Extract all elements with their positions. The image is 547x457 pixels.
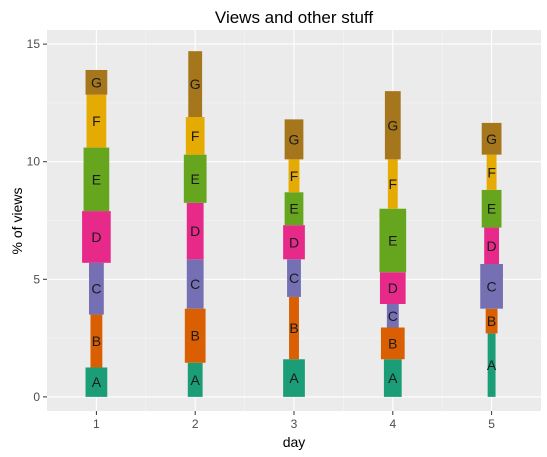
segment-label: F <box>92 113 101 129</box>
x-tick-label: 5 <box>488 417 495 431</box>
x-tick-label: 4 <box>389 417 396 431</box>
segment-label: C <box>190 276 200 292</box>
segment-label: A <box>487 357 497 373</box>
segment-label: C <box>388 308 398 324</box>
segment-label: F <box>290 168 299 184</box>
x-axis-title: day <box>283 434 306 450</box>
bar-segment-day2-F <box>185 117 205 155</box>
bar-segment-day2-B <box>184 308 206 363</box>
segment-label: D <box>190 223 200 239</box>
segment-label: E <box>191 171 200 187</box>
segment-label: B <box>289 320 298 336</box>
bar-segment-day5-E <box>481 189 502 228</box>
segment-label: A <box>289 370 299 386</box>
bar-segment-day3-C <box>287 259 301 297</box>
y-tick-label: 0 <box>33 390 40 404</box>
y-tick-label: 10 <box>27 155 41 169</box>
segment-label: D <box>388 280 398 296</box>
segment-label: D <box>289 234 299 250</box>
bar-segment-day3-B <box>289 296 299 360</box>
bar-segment-day5-D <box>484 227 500 265</box>
segment-label: E <box>388 232 397 248</box>
bar-segment-day4-D <box>379 272 406 304</box>
bar-segment-day1-E <box>83 147 110 212</box>
segment-label: C <box>487 278 497 294</box>
bar-segment-day3-D <box>283 225 305 260</box>
y-tick-label: 5 <box>33 272 40 286</box>
segment-label: A <box>191 372 201 388</box>
segment-label: E <box>487 201 496 217</box>
segment-label: B <box>487 313 496 329</box>
bar-segment-day1-F <box>86 94 107 148</box>
segment-label: G <box>289 131 300 147</box>
bar-segment-day1-G <box>85 69 108 95</box>
segment-label: G <box>387 117 398 133</box>
segment-label: E <box>289 201 298 217</box>
bar-segment-day4-F <box>387 159 398 209</box>
bar-segment-day3-F <box>288 159 300 193</box>
bar-segment-day5-C <box>480 264 503 309</box>
bar-segment-day5-A <box>487 333 496 397</box>
bar-segment-day2-C <box>186 259 204 309</box>
bar-segment-day4-B <box>380 327 405 360</box>
bar-segment-day4-E <box>379 208 407 273</box>
segment-label: G <box>91 74 102 90</box>
segment-label: F <box>389 176 398 192</box>
bar-segment-day3-E <box>284 192 304 226</box>
segment-label: C <box>91 281 101 297</box>
segment-label: E <box>92 171 101 187</box>
y-tick-label: 15 <box>27 37 41 51</box>
segment-label: A <box>388 370 398 386</box>
segment-label: D <box>91 229 101 245</box>
x-axis: 1 2 3 4 5 <box>93 411 495 431</box>
bar-segment-day5-F <box>486 154 497 190</box>
bar-segment-day2-D <box>186 202 204 260</box>
segment-label: G <box>190 76 201 92</box>
segment-label: D <box>487 238 497 254</box>
x-tick-label: 1 <box>93 417 100 431</box>
chart-title: Views and other stuff <box>215 8 373 27</box>
bar-segment-day4-A <box>383 359 402 397</box>
bar-segment-day5-G <box>481 122 502 155</box>
segment-label: B <box>191 328 200 344</box>
segment-label: B <box>388 335 397 351</box>
segment-label: C <box>289 270 299 286</box>
bar-segment-day1-D <box>82 211 111 263</box>
bar-segment-day3-A <box>283 359 305 397</box>
segment-label: B <box>92 333 101 349</box>
x-tick-label: 3 <box>291 417 298 431</box>
y-axis-title: % of views <box>9 188 25 255</box>
bar-segment-day1-C <box>88 262 104 315</box>
bar-segment-day5-B <box>485 308 498 334</box>
x-tick-label: 2 <box>192 417 199 431</box>
segment-label: G <box>486 131 497 147</box>
segment-label: F <box>191 128 200 144</box>
bar-segment-day2-A <box>187 362 203 397</box>
bar-segment-day4-C <box>386 303 399 328</box>
bar-segment-day1-A <box>85 367 108 397</box>
bar-segment-day3-G <box>284 119 304 160</box>
segment-label: F <box>487 164 496 180</box>
bar-segment-day1-B <box>90 314 103 368</box>
segment-label: A <box>92 374 102 390</box>
y-axis: 0 5 10 15 <box>27 37 47 404</box>
bar-segment-day2-G <box>188 51 203 118</box>
bar-segment-day2-E <box>183 154 207 203</box>
bar-segment-day4-G <box>384 91 401 160</box>
